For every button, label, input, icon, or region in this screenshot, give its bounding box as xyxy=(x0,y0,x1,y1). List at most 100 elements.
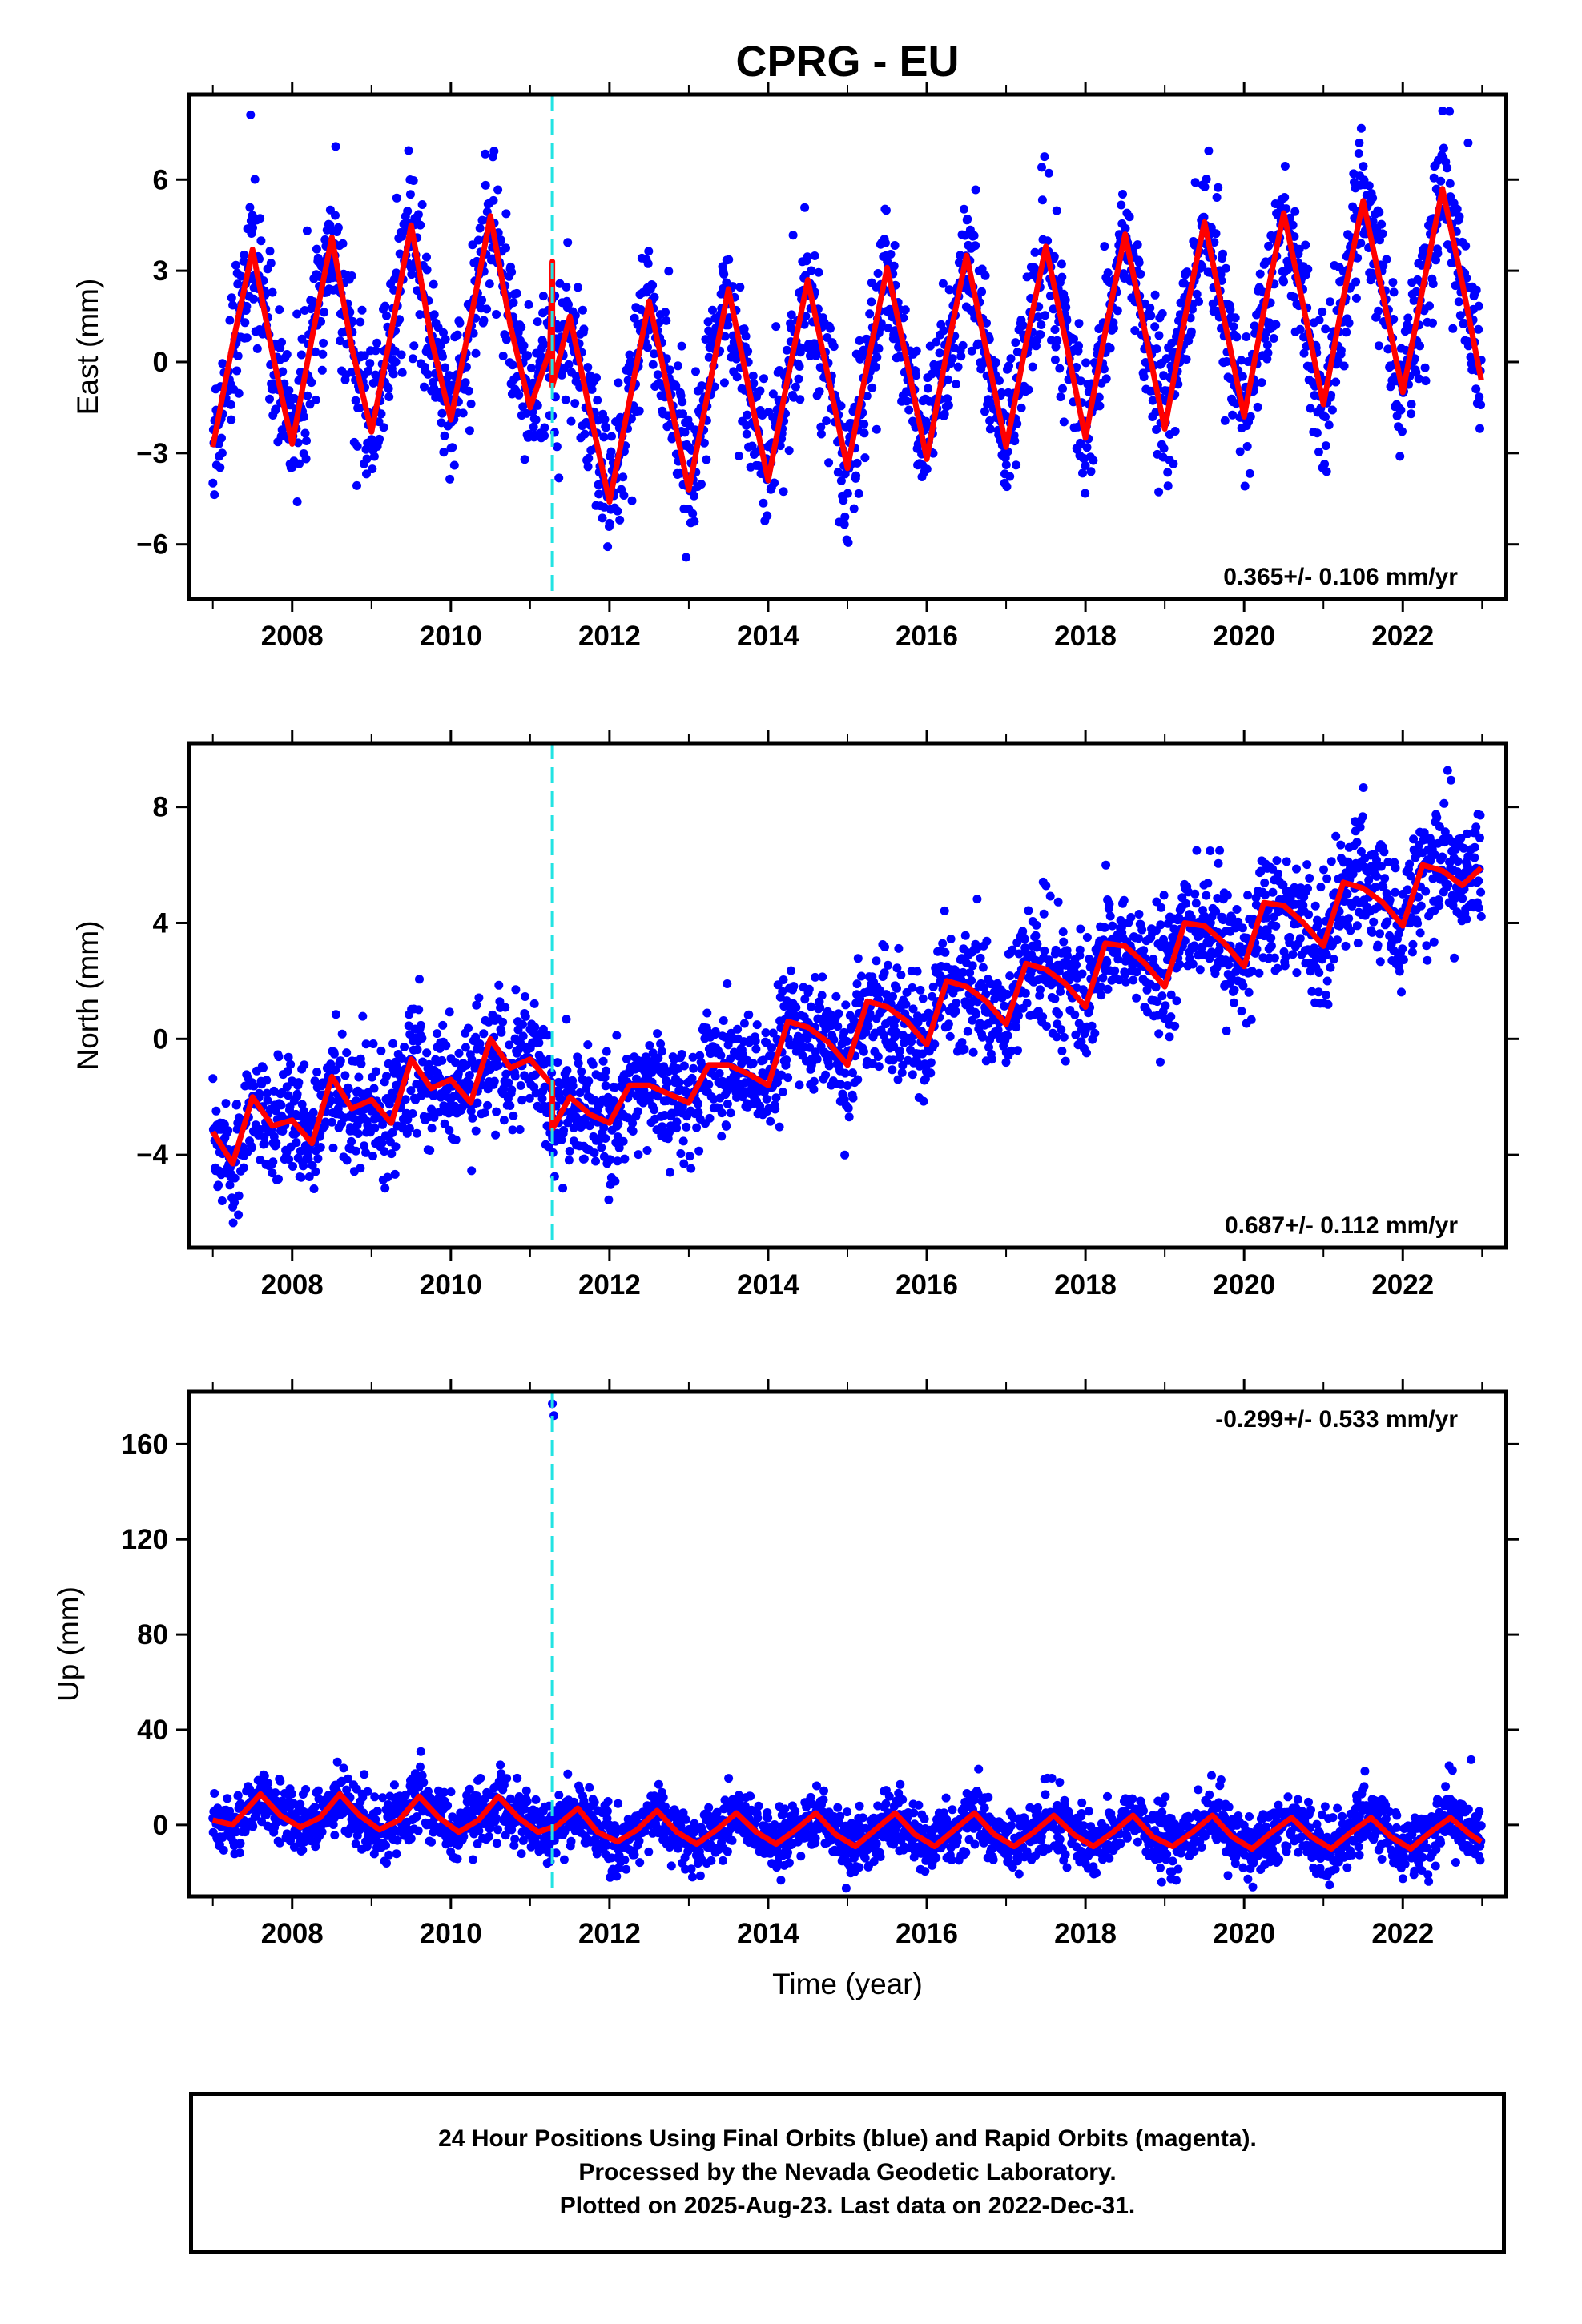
data-point xyxy=(695,1051,705,1060)
data-point xyxy=(908,1004,918,1014)
data-point xyxy=(689,1063,698,1073)
data-point xyxy=(664,267,674,276)
data-point xyxy=(356,1164,365,1173)
data-point xyxy=(564,360,574,369)
data-point xyxy=(1319,865,1328,875)
data-point xyxy=(331,211,340,220)
data-point xyxy=(584,1076,594,1086)
data-point xyxy=(441,335,450,344)
data-point xyxy=(591,1156,600,1166)
data-point xyxy=(1302,860,1312,870)
data-point xyxy=(852,458,862,468)
data-point xyxy=(849,504,859,513)
data-point xyxy=(654,1053,663,1063)
data-point xyxy=(1230,313,1240,323)
data-point xyxy=(1353,253,1363,263)
data-point xyxy=(564,1156,574,1165)
data-point xyxy=(926,1068,936,1078)
data-point xyxy=(365,359,375,368)
data-point xyxy=(1052,1032,1061,1042)
data-point xyxy=(971,185,980,195)
data-point xyxy=(519,341,529,350)
data-point xyxy=(1057,1047,1067,1055)
data-point xyxy=(1095,401,1105,411)
data-point xyxy=(644,247,654,256)
data-point xyxy=(308,1108,318,1117)
data-point xyxy=(1305,874,1314,883)
data-point xyxy=(742,429,751,439)
data-point xyxy=(1446,192,1455,202)
data-point xyxy=(1310,943,1319,953)
data-point xyxy=(570,311,580,320)
data-point xyxy=(521,1011,530,1021)
data-point xyxy=(1270,953,1279,963)
data-point xyxy=(960,204,968,214)
data-point xyxy=(499,1116,509,1125)
data-point xyxy=(628,1127,638,1136)
data-point xyxy=(699,438,709,448)
data-point xyxy=(598,513,607,523)
data-point xyxy=(1264,241,1274,251)
data-point xyxy=(982,936,992,946)
data-point xyxy=(1014,1011,1023,1020)
data-point xyxy=(1039,909,1049,919)
data-point xyxy=(217,1196,227,1205)
data-point xyxy=(1375,207,1384,217)
data-point xyxy=(1071,1030,1081,1039)
x-tick-label: 2010 xyxy=(420,621,482,652)
data-point xyxy=(256,214,265,223)
data-point xyxy=(1222,1026,1231,1035)
data-point xyxy=(501,1003,510,1012)
data-point xyxy=(403,1115,413,1124)
data-point xyxy=(1103,984,1113,994)
data-point xyxy=(775,441,785,451)
data-point xyxy=(1242,442,1252,451)
data-point xyxy=(561,1075,570,1084)
data-point xyxy=(1086,467,1096,476)
data-point xyxy=(214,1180,223,1190)
data-point xyxy=(1149,955,1158,964)
data-point xyxy=(1105,899,1114,909)
data-point xyxy=(600,1072,610,1082)
data-point xyxy=(723,979,732,988)
data-point xyxy=(888,1065,897,1075)
data-point xyxy=(507,267,517,277)
data-point xyxy=(647,1068,657,1077)
data-point xyxy=(642,1146,652,1155)
data-point xyxy=(436,340,445,350)
data-point xyxy=(1159,891,1169,900)
data-point xyxy=(292,497,302,506)
data-point xyxy=(1475,424,1484,433)
data-point xyxy=(1166,1012,1176,1022)
data-point xyxy=(327,1117,336,1127)
data-point xyxy=(437,408,447,418)
data-point xyxy=(609,1096,618,1105)
data-point xyxy=(1314,987,1323,997)
data-point xyxy=(260,1139,269,1148)
data-point xyxy=(249,294,258,304)
data-point xyxy=(957,1038,967,1047)
data-point xyxy=(217,433,226,443)
data-point xyxy=(716,1051,726,1060)
data-point xyxy=(872,956,881,966)
data-point xyxy=(564,300,573,309)
data-point xyxy=(1238,372,1247,381)
data-point xyxy=(643,343,652,352)
data-point xyxy=(1355,138,1364,147)
data-point xyxy=(465,426,474,436)
data-point xyxy=(319,338,328,348)
data-point xyxy=(1310,901,1320,911)
data-point xyxy=(800,203,810,212)
data-point xyxy=(297,334,307,344)
data-point xyxy=(724,255,734,264)
data-point xyxy=(1195,965,1205,975)
data-point xyxy=(805,1043,815,1052)
data-point xyxy=(1266,941,1276,951)
data-points-2 xyxy=(208,766,1486,1228)
data-point xyxy=(1077,969,1087,979)
data-point xyxy=(1240,481,1250,491)
data-point xyxy=(995,376,1004,385)
data-point xyxy=(892,983,901,993)
data-point xyxy=(796,343,806,352)
